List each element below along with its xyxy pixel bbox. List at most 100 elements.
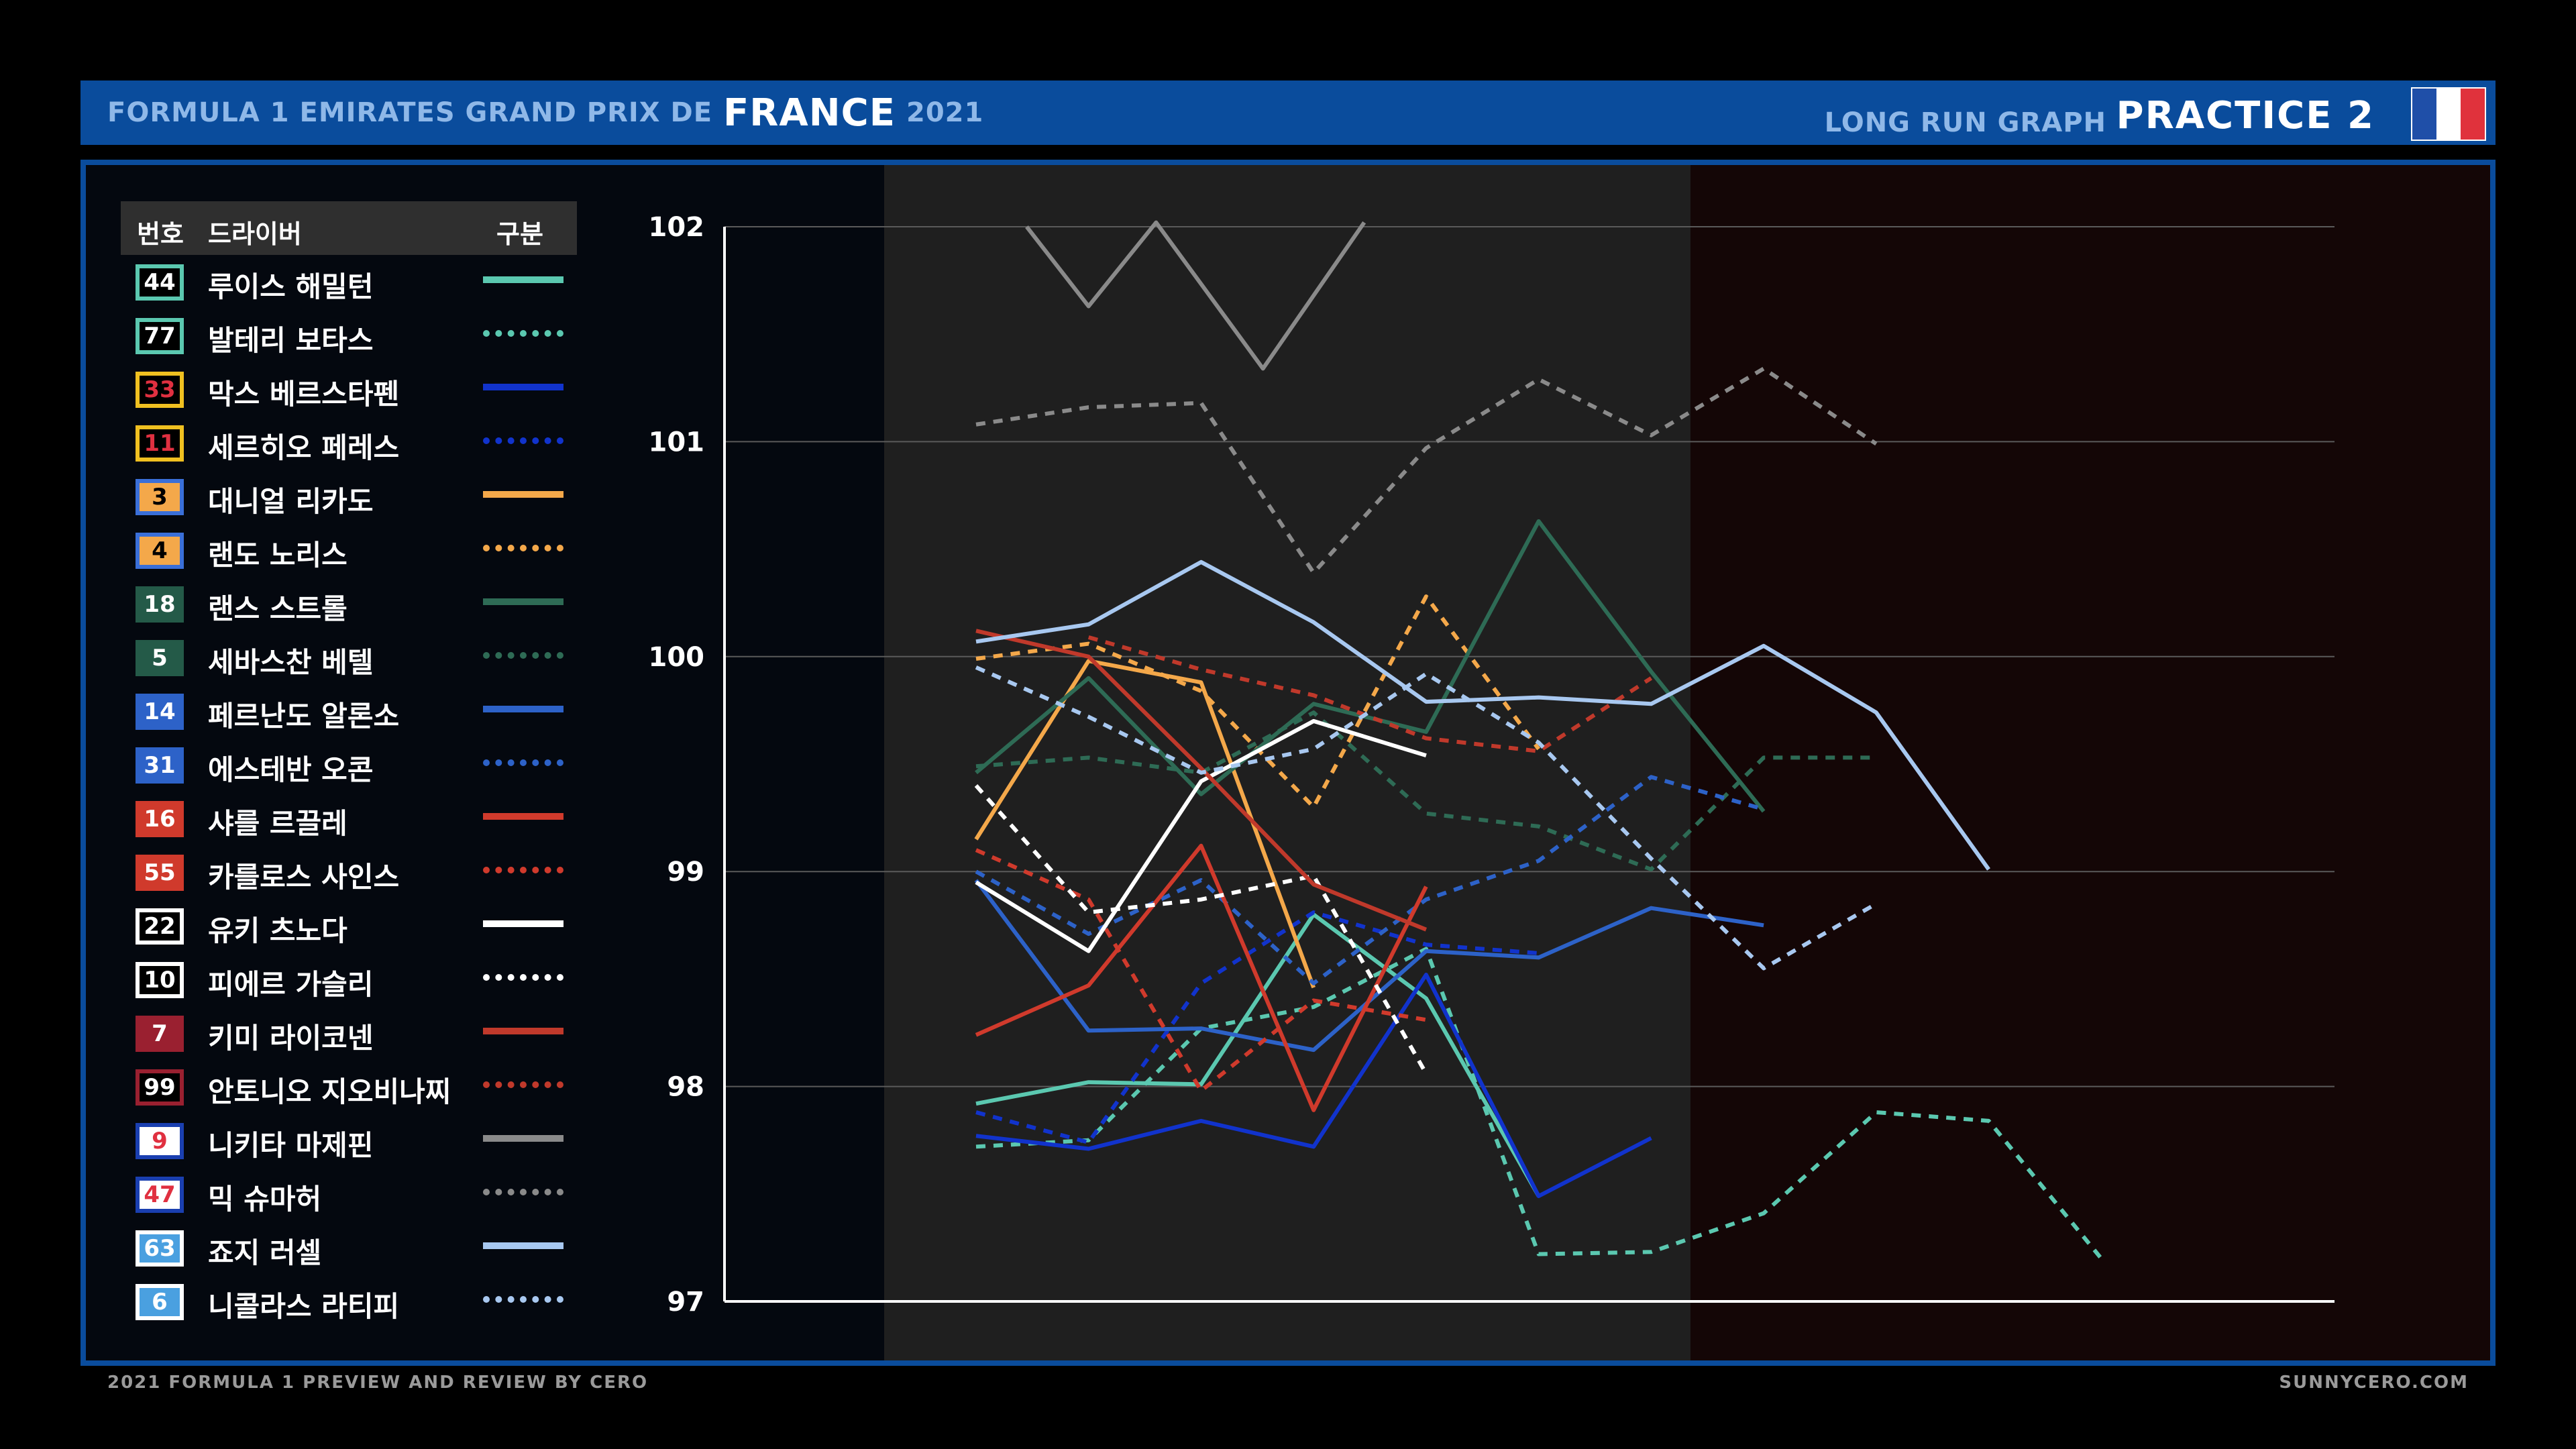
driver-name: 니키타 마제핀 <box>208 1129 374 1162</box>
legend-item: 47 믹 슈마허 <box>121 1167 577 1221</box>
series-line-7 <box>975 629 1428 932</box>
legend-item: 4 랜도 노리스 <box>121 523 577 577</box>
chart-subtitle: LONG RUN GRAPH <box>1824 107 2106 138</box>
event-prefix: FORMULA 1 EMIRATES GRAND PRIX DE <box>107 97 713 128</box>
driver-number-badge: 14 <box>136 694 184 730</box>
series-line-77 <box>975 947 2103 1260</box>
driver-name: 막스 베르스타펜 <box>208 378 400 411</box>
driver-name: 죠지 러셀 <box>208 1236 322 1269</box>
driver-name: 루이스 해밀턴 <box>208 270 374 303</box>
driver-name: 믹 슈마허 <box>208 1183 322 1216</box>
driver-number-badge: 31 <box>136 747 184 784</box>
legend-line-swatch <box>483 491 564 498</box>
legend-col-style: 구분 <box>496 219 543 249</box>
session-title: PRACTICE 2 <box>2116 94 2375 138</box>
series-line-6 <box>975 665 1878 971</box>
legend-item: 7 키미 라이코넨 <box>121 1006 577 1060</box>
event-year: 2021 <box>906 97 984 128</box>
legend-col-number: 번호 <box>137 219 184 249</box>
y-tick-label: 98 <box>667 1072 704 1103</box>
series-line-10 <box>974 784 1428 1075</box>
driver-number-badge: 7 <box>136 1016 184 1052</box>
series-line-55 <box>975 848 1427 1093</box>
series-line-44 <box>975 912 1541 1197</box>
driver-number-badge: 99 <box>136 1069 184 1106</box>
y-tick-label: 97 <box>667 1287 704 1318</box>
driver-number-badge: 16 <box>136 801 184 837</box>
driver-number-badge: 9 <box>136 1123 184 1159</box>
series-line-5 <box>975 710 1876 871</box>
series-line-22 <box>975 718 1427 953</box>
legend-item: 5 세바스찬 베텔 <box>121 631 577 684</box>
series-line-33 <box>975 972 1652 1199</box>
legend-line-swatch <box>483 813 564 820</box>
driver-name: 에스테반 오콘 <box>208 753 374 786</box>
legend-line-swatch <box>483 759 564 766</box>
driver-name: 카를로스 사인스 <box>208 861 400 894</box>
y-tick-label: 100 <box>649 642 705 673</box>
legend-item: 31 에스테반 오콘 <box>121 738 577 792</box>
driver-number-badge: 22 <box>136 908 184 945</box>
driver-name: 키미 라이코넨 <box>208 1022 374 1055</box>
driver-name: 유키 츠노다 <box>208 914 347 947</box>
legend-line-swatch <box>483 437 564 444</box>
legend-line-swatch <box>483 1028 564 1034</box>
legend-line-swatch <box>483 920 564 927</box>
legend-item: 18 랜스 스트롤 <box>121 577 577 631</box>
legend-item: 77 발테리 보타스 <box>121 309 577 362</box>
footer-credit: 2021 FORMULA 1 PREVIEW AND REVIEW BY CER… <box>107 1373 649 1393</box>
series-line-9 <box>1025 220 1366 371</box>
legend-line-swatch <box>483 276 564 283</box>
series-line-3 <box>974 659 1316 989</box>
legend-item: 44 루이스 해밀턴 <box>121 255 577 309</box>
driver-number-badge: 6 <box>136 1284 184 1320</box>
series-line-99 <box>1087 635 1652 753</box>
legend-line-swatch <box>483 1189 564 1195</box>
legend-line-swatch <box>483 706 564 712</box>
legend-item: 11 세르히오 페레스 <box>121 416 577 470</box>
legend-item: 9 니키타 마제핀 <box>121 1114 577 1167</box>
driver-number-badge: 47 <box>136 1177 184 1213</box>
driver-number-badge: 11 <box>136 425 184 462</box>
legend-line-swatch <box>483 1081 564 1088</box>
driver-name: 안토니오 지오비나찌 <box>208 1075 451 1108</box>
series-line-11 <box>975 910 1539 1144</box>
legend-line-swatch <box>483 1135 564 1142</box>
driver-number-badge: 3 <box>136 479 184 515</box>
header-bar: FORMULA 1 EMIRATES GRAND PRIX DE FRANCE … <box>80 80 2496 145</box>
legend-item: 14 페르난도 알론소 <box>121 684 577 738</box>
legend-line-swatch <box>483 1296 564 1303</box>
driver-name: 대니얼 리카도 <box>208 485 374 518</box>
legend-item: 6 니콜라스 라티피 <box>121 1275 577 1328</box>
driver-number-badge: 10 <box>136 962 184 998</box>
driver-name: 샤를 르끌레 <box>208 807 347 840</box>
legend-item: 3 대니얼 리카도 <box>121 470 577 523</box>
driver-number-badge: 63 <box>136 1230 184 1267</box>
series-line-31 <box>975 775 1764 985</box>
legend-line-swatch <box>483 974 564 981</box>
legend-item: 16 샤를 르끌레 <box>121 792 577 845</box>
legend-item: 63 죠지 러셀 <box>121 1221 577 1275</box>
y-tick-label: 99 <box>667 857 704 888</box>
driver-number-badge: 55 <box>136 855 184 891</box>
footer-site-link[interactable]: SUNNYCERO.COM <box>2279 1373 2469 1393</box>
series-line-47 <box>975 366 1878 575</box>
driver-name: 세르히오 페레스 <box>208 431 400 464</box>
driver-name: 랜도 노리스 <box>208 539 347 572</box>
series-line-18 <box>975 519 1766 813</box>
legend-item: 22 유키 츠노다 <box>121 899 577 953</box>
legend-line-swatch <box>483 598 564 605</box>
driver-name: 페르난도 알론소 <box>208 700 400 733</box>
event-main: FRANCE <box>723 91 896 135</box>
driver-name: 랜스 스트롤 <box>208 592 347 625</box>
event-title: FORMULA 1 EMIRATES GRAND PRIX DE FRANCE … <box>107 80 983 145</box>
driver-name: 니콜라스 라티피 <box>208 1290 400 1323</box>
legend-line-swatch <box>483 1242 564 1249</box>
driver-number-badge: 18 <box>136 586 184 623</box>
driver-number-badge: 44 <box>136 264 184 301</box>
driver-name: 피에르 가슬리 <box>208 968 374 1001</box>
driver-name: 세바스찬 베텔 <box>208 646 374 679</box>
legend-line-swatch <box>483 384 564 390</box>
driver-number-badge: 77 <box>136 318 184 354</box>
